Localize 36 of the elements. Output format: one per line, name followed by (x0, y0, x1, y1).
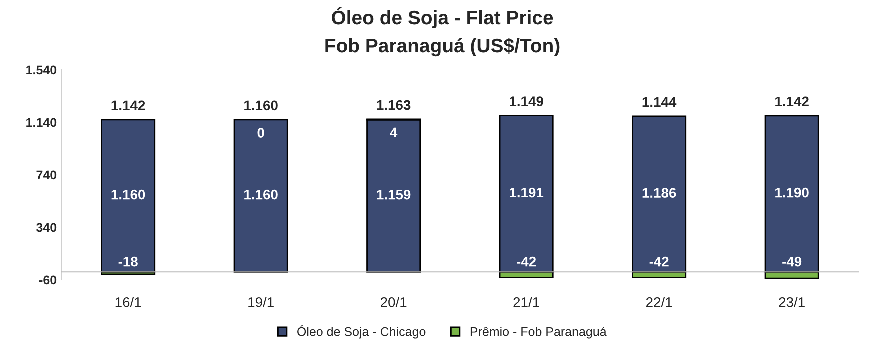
y-tick-label: 1.140 (26, 118, 57, 128)
data-label: 1.160 (112, 190, 146, 200)
data-label: 0 (258, 128, 264, 138)
bar (366, 119, 422, 273)
x-tick-label: 16/1 (116, 297, 142, 308)
data-label: 1.190 (776, 188, 809, 198)
data-label: -18 (118, 256, 138, 267)
total-label: 1.142 (776, 96, 809, 106)
chart-title: Óleo de Soja - Flat Price (332, 7, 554, 29)
total-label: 1.160 (244, 100, 278, 111)
x-tick-label: 23/1 (779, 297, 805, 308)
data-label: -49 (782, 256, 802, 267)
data-label: 4 (390, 128, 398, 138)
data-label: 1.159 (377, 190, 411, 200)
data-label: -42 (517, 256, 536, 267)
y-tick-label: 740 (36, 170, 57, 180)
total-label: 1.142 (112, 100, 146, 110)
total-label: 1.163 (377, 100, 411, 110)
y-tick-label: -60 (40, 276, 57, 285)
x-tick-label: 21/1 (514, 297, 540, 308)
data-label: 1.160 (244, 190, 278, 200)
total-label: 1.149 (510, 96, 544, 106)
data-label: 1.186 (642, 188, 676, 198)
data-label: 1.191 (510, 188, 544, 198)
y-tick-label: 340 (36, 223, 57, 232)
legend-label: Prêmio - Fob Paranaguá (470, 326, 607, 339)
total-label: 1.144 (642, 97, 677, 108)
y-tick-label: 1.540 (26, 66, 57, 75)
bar (101, 119, 156, 273)
data-label: -42 (650, 256, 669, 267)
x-tick-label: 22/1 (646, 297, 672, 308)
bar (234, 119, 288, 273)
x-tick-label: 19/1 (248, 297, 274, 308)
x-tick-label: 20/1 (381, 297, 407, 308)
chart-subtitle: Fob Paranaguá (US$/Ton) (326, 38, 560, 57)
legend-label: Óleo de Soja - Chicago (298, 325, 426, 339)
